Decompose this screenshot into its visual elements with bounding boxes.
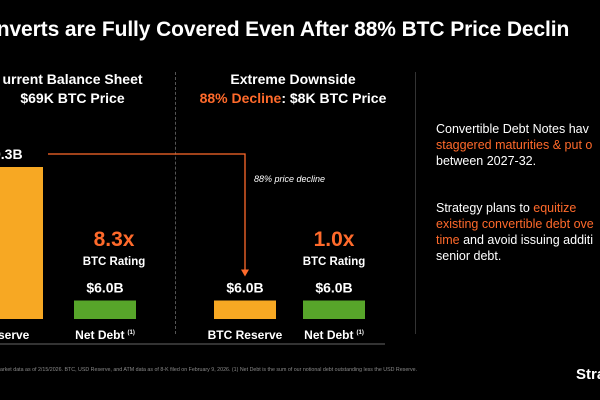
slide-title: onverts are Fully Covered Even After 88%… [0,18,570,41]
note2-line1: Strategy plans to equitize [436,200,600,216]
bar-value-label-1-1: $6.0B [315,280,352,296]
bar-0-0 [0,167,43,319]
bar-0-1 [74,300,136,319]
footnote: arket data as of 2/15/2026. BTC, USD Res… [0,367,418,373]
note2-line2: existing convertible debt ove [436,217,594,231]
right-panel-heading-line2: 88% Decline: $8K BTC Price [178,89,408,108]
decline-connector-line [48,153,246,271]
bar-1-1 [303,300,365,319]
decline-annotation: 88% price decline [254,174,325,184]
decline-arrow-head [241,269,249,277]
decline-accent-text: 88% Decline [199,90,282,106]
note1-line2: staggered maturities & put o [436,138,593,152]
notes-divider [415,72,416,334]
note1-line1: Convertible Debt Notes hav [436,122,589,136]
note1-line3: between 2027-32. [436,154,537,168]
note-equitize-plan: Strategy plans to equitize existing conv… [436,200,600,264]
note2-line3-text: and avoid issuing additi [459,233,594,247]
left-panel-heading-line1: urrent Balance Sheet [2,71,143,87]
note2-line1-text: Strategy plans to [436,201,534,215]
category-label-1-0: BTC Reserve [208,328,283,342]
note2-line1-accent: equitize [533,201,577,215]
btc-rating-label-1: BTC Rating [303,256,366,268]
bar-value-label-0-1: $6.0B [86,280,123,296]
panel-divider [175,72,176,334]
note2-line4: senior debt. [436,249,502,263]
bar-1-0 [214,300,276,319]
category-label-0-0: C Reserve [0,328,30,342]
category-label-0-1: Net Debt (1) [75,328,135,342]
note2-line3: time and avoid issuing additi [436,232,600,248]
right-panel-heading: Extreme Downside 88% Decline: $8K BTC Pr… [178,70,408,108]
bar-value-label-0-0: $49.3B [0,146,23,162]
strategy-logo: Stra [576,366,600,383]
btc-rating-value-1: 1.0x [314,228,355,251]
right-panel-heading-line1: Extreme Downside [230,71,356,87]
category-footnote-marker: (1) [128,330,135,336]
left-panel-heading: urrent Balance Sheet $69K BTC Price [0,70,175,108]
category-label-1-1: Net Debt (1) [304,328,364,342]
category-footnote-marker: (1) [357,330,364,336]
note-convertible-maturities: Convertible Debt Notes hav staggered mat… [436,121,600,169]
btc-rating-label-0: BTC Rating [83,256,146,268]
right-panel-heading-price: : $8K BTC Price [281,90,387,106]
left-panel-heading-line2: $69K BTC Price [20,90,125,106]
bar-value-label-1-0: $6.0B [226,280,263,296]
btc-rating-value-0: 8.3x [94,228,135,251]
note2-line3-accent: time [436,233,460,247]
